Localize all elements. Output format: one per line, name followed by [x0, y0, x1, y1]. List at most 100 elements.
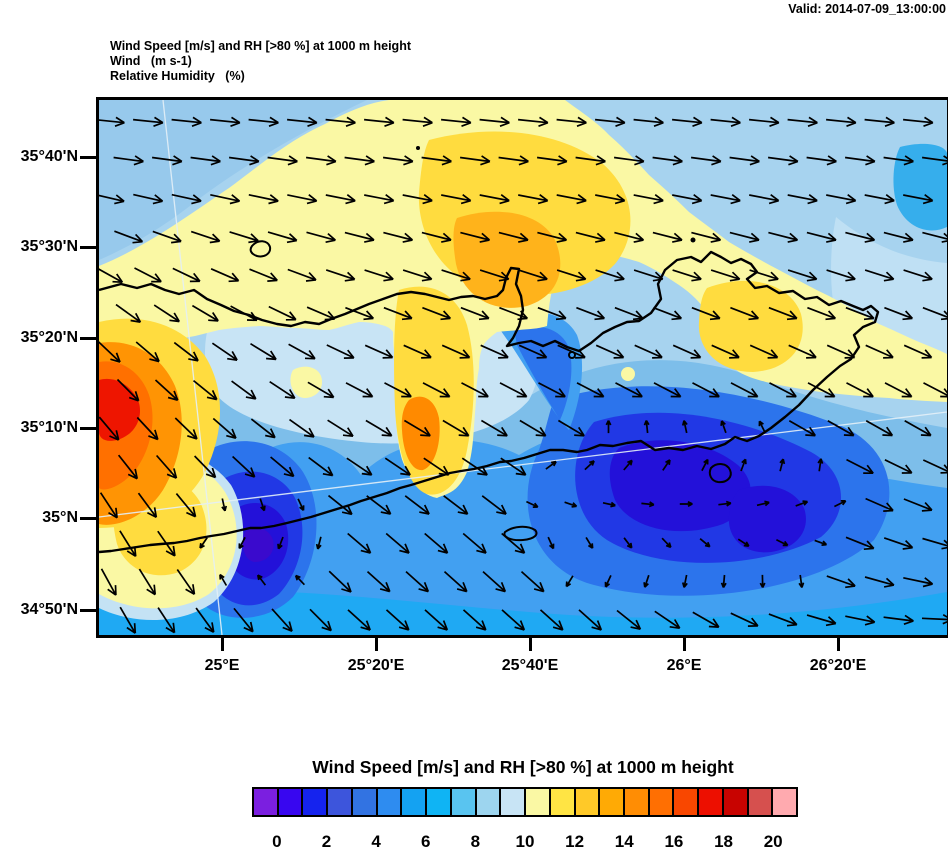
wind-arrow: [481, 495, 507, 515]
wind-arrow: [845, 306, 875, 321]
wind-arrow: [798, 574, 805, 588]
wind-arrow: [536, 155, 568, 166]
wind-arrow: [787, 194, 818, 205]
wind-arrow: [575, 155, 606, 166]
wind-arrow: [325, 116, 356, 127]
wind-arrow: [865, 497, 894, 512]
wind-arrow: [692, 611, 720, 628]
colorbar-tick-label: 4: [371, 832, 381, 851]
colorbar-swatch: [451, 789, 477, 815]
wind-arrow: [403, 419, 431, 437]
wind-arrow: [806, 155, 837, 166]
wind-arrow: [256, 574, 267, 586]
wind-arrow: [404, 495, 430, 515]
wind-arrow: [661, 537, 672, 549]
x-axis-tick: [374, 635, 378, 651]
wind-arrow: [441, 269, 471, 282]
wind-arrow: [119, 606, 137, 634]
island-koufonisi: [708, 463, 732, 484]
wind-arrow: [749, 194, 780, 205]
wind-arrow: [787, 269, 818, 282]
wind-arrow: [672, 344, 702, 359]
wind-arrow: [672, 269, 702, 282]
wind-arrow: [846, 458, 874, 475]
wind-arrow: [672, 194, 703, 205]
wind-arrow: [787, 116, 818, 127]
wind-arrow: [157, 530, 176, 557]
wind-arrow: [267, 231, 298, 244]
wind-arrow: [325, 269, 356, 282]
colorbar-swatch: [674, 789, 700, 815]
wind-arrow: [623, 459, 633, 471]
y-axis-label: 35°20'N: [20, 329, 78, 346]
wind-arrow: [641, 501, 655, 508]
wind-arrow: [113, 155, 144, 166]
wind-arrow: [903, 576, 934, 588]
wind-arrow: [922, 537, 947, 550]
wind-arrow: [595, 194, 626, 205]
wind-arrow: [114, 230, 144, 244]
x-axis-tick: [836, 635, 840, 651]
wind-arrow: [364, 269, 394, 282]
wind-arrow: [210, 116, 241, 127]
wind-arrow: [271, 608, 293, 632]
wind-arrow: [595, 269, 625, 282]
wind-arrow: [270, 456, 295, 478]
wind-arrow: [328, 570, 352, 593]
wind-arrow: [210, 268, 240, 283]
wind-arrow: [259, 498, 266, 512]
wind-arrow: [585, 536, 594, 549]
wind-arrow: [119, 530, 137, 558]
wind-arrow: [384, 382, 412, 398]
wind-arrow: [520, 570, 545, 593]
wind-arrow: [307, 381, 335, 399]
wind-arrow: [402, 269, 433, 282]
wind-arrow: [480, 344, 509, 359]
wind-arrow: [826, 575, 856, 589]
wind-arrow: [613, 155, 645, 166]
wind-arrow: [249, 268, 278, 282]
wind-arrow: [441, 194, 472, 205]
wind-arrow: [518, 194, 549, 205]
wind-arrow: [462, 532, 487, 554]
wind-arrow: [681, 420, 688, 434]
contour-region: [99, 378, 141, 441]
wind-arrow: [710, 194, 741, 205]
wind-arrow: [233, 607, 254, 633]
plot-header: Wind Speed [m/s] and RH [>80 %] at 1000 …: [110, 39, 411, 84]
wind-arrow: [99, 492, 118, 519]
wind-arrow: [643, 574, 650, 588]
wind-arrow: [250, 342, 277, 361]
wind-arrow: [461, 457, 488, 476]
wind-arrow: [134, 267, 162, 283]
wind-arrow: [575, 231, 606, 243]
wind-arrow: [482, 570, 507, 593]
wind-arrow: [441, 116, 472, 127]
wind-arrow: [327, 494, 353, 516]
wind-arrow: [718, 500, 732, 507]
wind-arrow: [99, 268, 124, 284]
wind-arrow: [921, 155, 947, 166]
wind-arrow: [795, 500, 809, 507]
map-plot-frame: [96, 97, 948, 638]
wind-arrow: [424, 532, 449, 554]
wind-arrow: [720, 574, 727, 588]
valid-timestamp: Valid: 2014-07-09_13:00:00: [788, 2, 946, 16]
x-axis-label: 25°E: [204, 657, 240, 674]
wind-arrow: [195, 607, 215, 633]
wind-arrow: [922, 306, 947, 321]
wind-arrow: [922, 459, 947, 474]
wind-arrow: [767, 155, 799, 166]
contour-region: [453, 211, 561, 308]
wind-arrow: [758, 420, 766, 433]
wind-arrow: [364, 116, 395, 127]
wind-arrow: [768, 306, 798, 321]
wind-arrow: [297, 498, 305, 511]
colorbar-swatch: [352, 789, 378, 815]
wind-arrow: [633, 269, 664, 282]
wind-arrow: [250, 418, 276, 439]
wind-arrow: [614, 231, 645, 243]
wind-arrow: [461, 382, 489, 398]
wind-arrow: [287, 268, 317, 282]
wind-arrow: [883, 537, 914, 550]
